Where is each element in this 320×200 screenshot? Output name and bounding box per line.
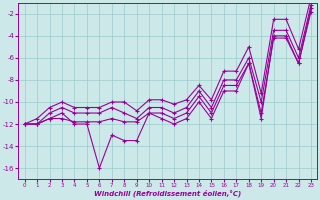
X-axis label: Windchill (Refroidissement éolien,°C): Windchill (Refroidissement éolien,°C) bbox=[94, 190, 242, 197]
